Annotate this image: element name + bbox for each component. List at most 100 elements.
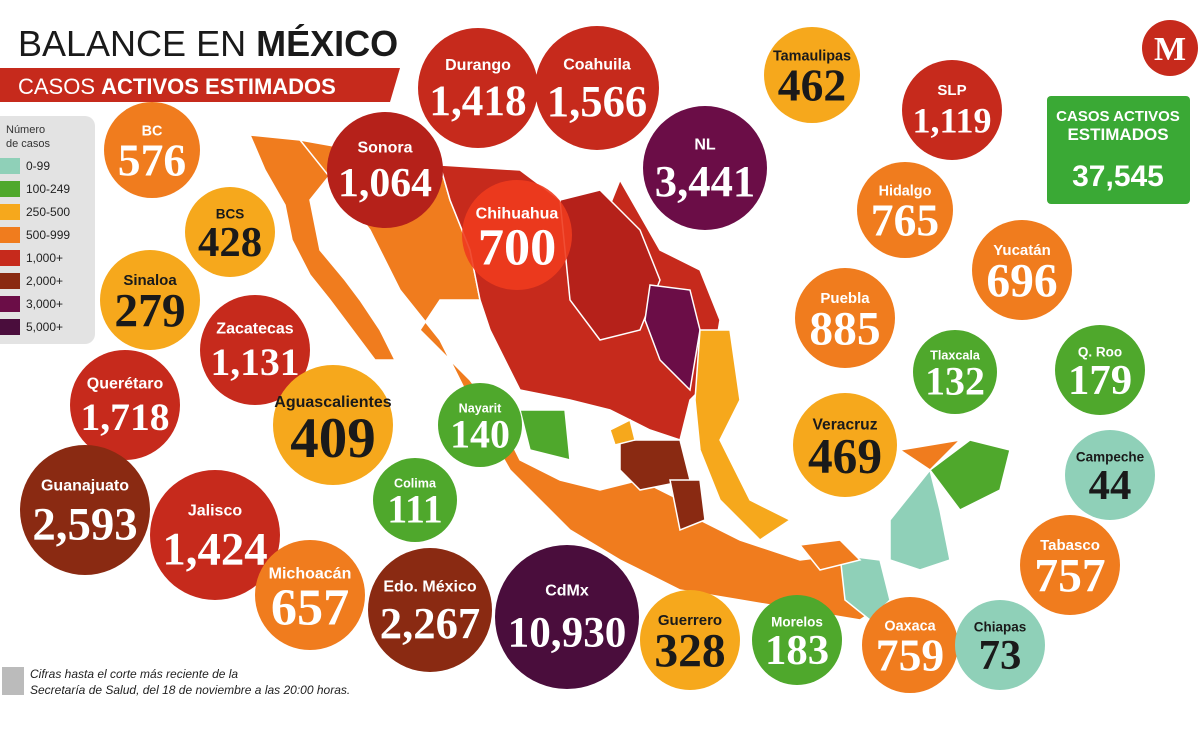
state-name: Q. Roo (1078, 345, 1122, 360)
state-bubble (150, 470, 280, 600)
legend-swatch (0, 181, 20, 197)
state-value: 140 (450, 411, 510, 456)
state-bubble (255, 540, 365, 650)
state-name: Michoacán (269, 566, 352, 583)
state-name: NL (694, 136, 716, 153)
state-value: 757 (1034, 551, 1105, 603)
state-value: 885 (809, 304, 880, 356)
legend-label: 250-500 (26, 205, 70, 219)
state-value: 2,593 (32, 498, 137, 550)
state-name: CdMx (545, 582, 589, 599)
total-label: ESTIMADOS (1067, 125, 1168, 144)
legend-title-line: de casos (6, 138, 51, 150)
state-bubble (640, 590, 740, 690)
total-value: 37,545 (1072, 160, 1164, 193)
state-name: Puebla (820, 290, 870, 307)
state-value: 1,119 (912, 101, 991, 141)
state-value: 1,566 (547, 76, 647, 126)
legend-label: 1,000+ (26, 251, 63, 265)
legend-box (0, 116, 95, 344)
legend: Número de casos 0-99 100-249 250-500 500-999 1… (0, 124, 70, 335)
state-value: 328 (654, 626, 725, 678)
state-bubble (418, 28, 538, 148)
state-bubble (327, 112, 443, 228)
state-value: 1,718 (80, 395, 169, 439)
state-name: Sonora (357, 140, 412, 157)
state-bubble (70, 350, 180, 460)
legend-label: 500-999 (26, 228, 70, 242)
state-bubble (643, 106, 767, 230)
state-value: 2,267 (380, 598, 480, 648)
legend-label: 100-249 (26, 182, 70, 196)
state-bubble (955, 600, 1045, 690)
total-box (1047, 96, 1190, 204)
state-name: Campeche (1076, 450, 1145, 465)
state-bubble (273, 365, 393, 485)
total-label: CASOS ACTIVOS (1056, 108, 1180, 125)
state-value: 657 (271, 578, 349, 636)
state-value: 409 (290, 407, 376, 470)
state-name: Nayarit (459, 401, 503, 415)
legend-title-line: Número (6, 124, 45, 136)
subtitle-part: CASOS (18, 74, 101, 99)
state-name: Chiapas (974, 620, 1027, 635)
state-name: BCS (216, 207, 245, 222)
state-name: Hidalgo (879, 184, 932, 200)
state-bubble (752, 595, 842, 685)
state-bubble (902, 60, 1002, 160)
title-part: MÉXICO (256, 23, 398, 64)
state-value: 700 (478, 218, 556, 276)
state-value: 759 (876, 630, 944, 681)
state-name: Tabasco (1040, 537, 1100, 554)
state-name: SLP (937, 82, 966, 99)
state-value: 696 (986, 256, 1057, 308)
state-bubble (913, 330, 997, 414)
state-value: 462 (778, 60, 846, 111)
legend-swatch (0, 250, 20, 266)
state-value: 469 (808, 429, 882, 484)
state-bubble (200, 295, 310, 405)
legend-swatch (0, 319, 20, 335)
state-name: Guanajuato (41, 478, 129, 495)
legend-label: 5,000+ (26, 320, 63, 334)
state-bubble (1055, 325, 1145, 415)
state-value: 44 (1089, 462, 1132, 509)
state-bubble (20, 445, 150, 575)
state-name: Edo. México (383, 578, 477, 595)
legend-label: 0-99 (26, 159, 50, 173)
state-value: 576 (118, 135, 186, 186)
state-bubble (1020, 515, 1120, 615)
state-name: Yucatán (993, 242, 1051, 259)
state-value: 132 (925, 358, 985, 403)
state-value: 1,424 (162, 523, 267, 575)
state-value: 179 (1068, 357, 1132, 404)
state-bubble (373, 458, 457, 542)
legend-swatch (0, 158, 20, 174)
state-value: 1,064 (338, 160, 432, 206)
subtitle-part: ACTIVOS ESTIMADOS (101, 74, 336, 99)
state-name: Chihuahua (476, 206, 559, 223)
state-value: 183 (765, 627, 829, 674)
state-bubble (795, 268, 895, 368)
state-bubble (862, 597, 958, 693)
state-name: Colima (394, 476, 437, 490)
state-name: Durango (445, 57, 511, 74)
state-bubble (104, 102, 200, 198)
state-name: Zacatecas (216, 321, 293, 338)
state-name: Tlaxcala (930, 348, 981, 362)
state-name: Morelos (771, 615, 823, 630)
legend-title: Número de casos (6, 124, 51, 150)
state-name: Coahuila (563, 56, 631, 73)
state-bubble (438, 383, 522, 467)
state-name: Guerrero (658, 612, 722, 629)
state-name: Oaxaca (884, 619, 936, 635)
state-name: BC (142, 124, 163, 140)
title-part: BALANCE EN (18, 23, 256, 64)
state-bubble (100, 250, 200, 350)
state-value: 428 (198, 219, 262, 266)
footnote-marker (2, 667, 24, 695)
state-value: 111 (387, 486, 442, 531)
state-bubble (368, 548, 492, 672)
